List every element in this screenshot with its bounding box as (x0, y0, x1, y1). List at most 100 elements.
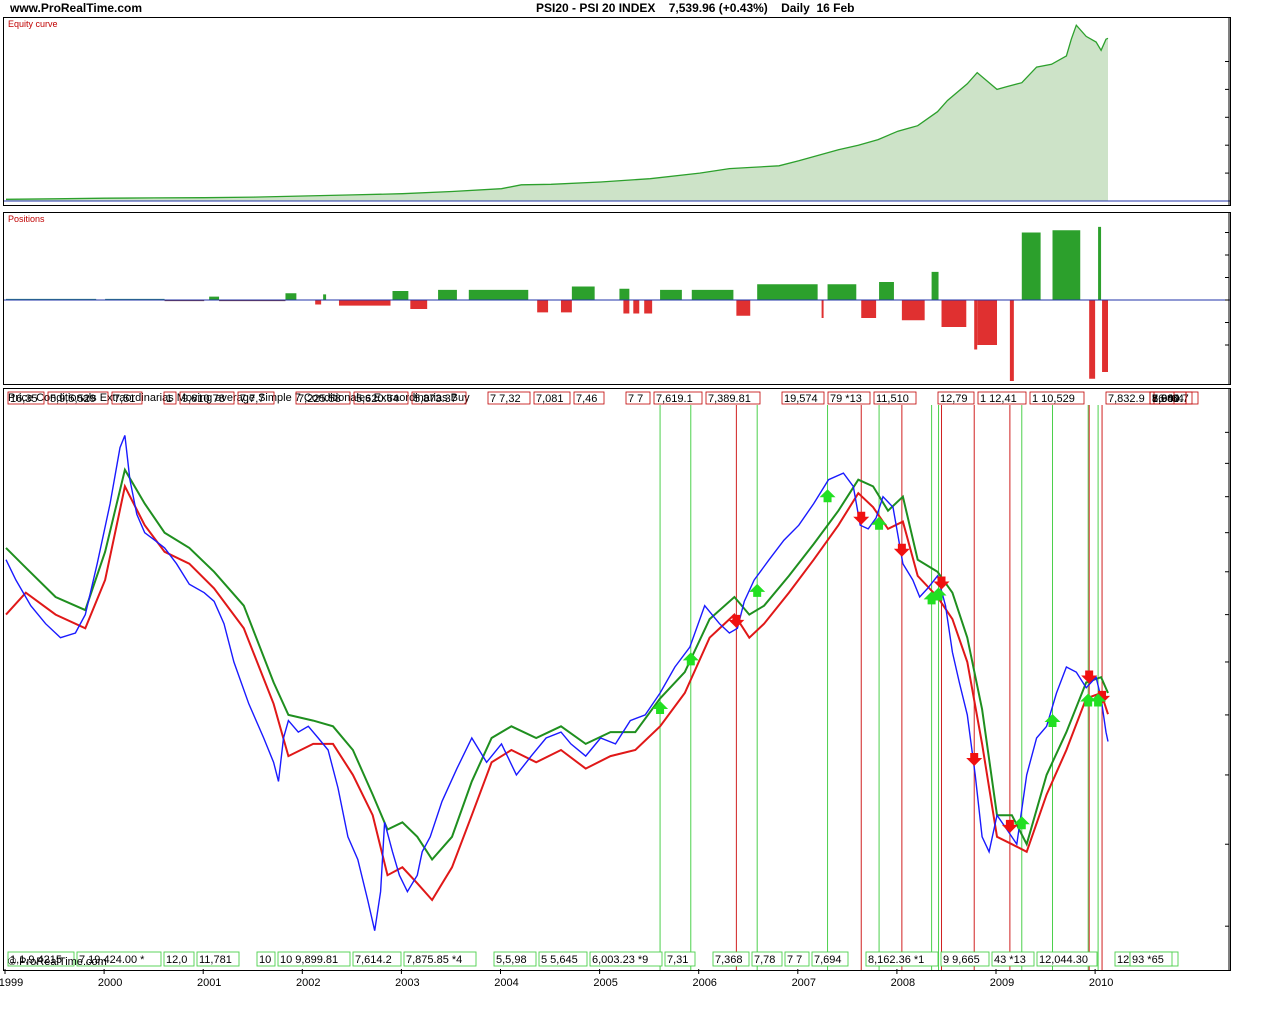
top-strip-cell-box (295, 391, 351, 405)
position-bar (285, 293, 297, 300)
position-bar (821, 300, 824, 318)
buy-arrow-icon (682, 652, 699, 666)
top-strip-cell: 16 *64 (1152, 393, 1184, 405)
equity-curve-panel[interactable]: Equity curve 50,000 100,000 150,000 200,000… (3, 17, 1231, 206)
top-strip-cell-box (179, 391, 235, 405)
position-bar (879, 282, 894, 300)
position-bar (6, 298, 97, 300)
bottom-strip-cell-box (352, 951, 402, 967)
top-strip-cell-box (625, 391, 651, 405)
site-link[interactable]: www.ProRealTime.com (10, 1, 143, 15)
top-strip-cell-box (653, 391, 703, 405)
bottom-strip-cell-box (664, 951, 696, 967)
positions-panel[interactable]: Positions 60 40 20 0 -20 -40 -64 (3, 212, 1231, 385)
bottom-strip-cell-box (403, 951, 477, 967)
bottom-strip-cell: 5 5,645 (541, 954, 578, 966)
top-strip-cell-box (487, 391, 531, 405)
position-bar (941, 300, 967, 327)
top-strip-cell: 8,040 (1152, 393, 1180, 405)
bottom-strip-cell: 43 *13 (994, 954, 1026, 966)
top-strip-cell: 1 12,41 (980, 393, 1017, 405)
buy-arrow-icon (871, 516, 888, 530)
bottom-strip-cell: 5,5,98 (496, 954, 527, 966)
instrument-title: PSI20 - PSI 20 INDEX 7,539.96 (+0.43%) D… (536, 1, 855, 15)
date-tick-label: 2002 (296, 977, 320, 989)
bottom-strip-cell: 7,368 (715, 954, 743, 966)
sell-arrow-icon (853, 511, 870, 525)
bottom-strip-cell-box (940, 951, 990, 967)
top-strip-cell: 5,9,5,529 (50, 393, 96, 405)
bottom-strip-cell-box (784, 951, 810, 967)
top-strip-cell-box (163, 391, 177, 405)
position-bar (977, 300, 998, 345)
buy-arrow-icon (749, 583, 766, 597)
top-strip-bg (4, 391, 1228, 405)
equity-line (5, 23, 1109, 200)
bottom-strip-cell: 7,78 (754, 954, 775, 966)
top-strip-cell-box (1029, 391, 1085, 405)
sell-arrow-icon (1081, 670, 1098, 684)
buy-arrow-icon (923, 591, 940, 605)
position-bar (633, 300, 640, 314)
bottom-strip-cell: 7,19,424.00 * (79, 954, 145, 966)
date-tick-label: 2010 (1089, 977, 1113, 989)
buy-arrow-icon (1044, 714, 1061, 728)
date-tick-label: 2004 (494, 977, 518, 989)
positions-panel-label: Positions (8, 214, 45, 224)
top-strip-cell: 9,610.78 (182, 393, 225, 405)
top-strip-cell: 8 8 (1152, 393, 1167, 405)
top-strip-cell: 7,080.7 (1152, 393, 1189, 405)
title-bar: www.ProRealTime.com PSI20 - PSI 20 INDEX… (0, 0, 1280, 17)
buy-arrow-icon (1090, 693, 1107, 707)
bottom-strip-cell-box (493, 951, 537, 967)
bottom-strip-cell-box (538, 951, 588, 967)
buy-arrow-icon (652, 700, 669, 714)
position-bar (974, 300, 978, 350)
top-strip-cell-box (705, 391, 761, 405)
top-strip-legend: Price Conditionals Extraordinarias Movin… (8, 392, 470, 404)
bottom-strip-cell-box (991, 951, 1035, 967)
date-tick-label: 2005 (593, 977, 617, 989)
top-strip-cell: 7,081 (536, 393, 564, 405)
bottom-strip-cell-box (7, 951, 75, 967)
position-bar (757, 284, 818, 300)
top-strip-cell-box (937, 391, 975, 405)
top-strip-cell-box (111, 391, 143, 405)
bottom-strip-cell-box (163, 951, 195, 967)
bottom-strip-cell: 10 (259, 954, 271, 966)
position-bar (1102, 300, 1108, 372)
bottom-strip-cell: 10 9,899.81 (280, 954, 338, 966)
bottom-strip-cell: 93 *65 (1132, 954, 1164, 966)
date-tick-label: 2006 (692, 977, 716, 989)
position-bar (931, 271, 939, 300)
bottom-strip-cell: 7 7 (787, 954, 802, 966)
position-bar (105, 298, 165, 300)
bottom-strip-cell: 12,044.30 (1039, 954, 1088, 966)
top-strip-cell-box (1105, 391, 1155, 405)
equity-area (6, 25, 1108, 202)
top-strip-cell: 16,35 (10, 393, 38, 405)
bottom-strip-cell-box (196, 951, 240, 967)
bottom-strip-cell: 7,694 (814, 954, 842, 966)
buy-arrow-icon (819, 489, 836, 503)
top-strip-cell-box (353, 391, 409, 405)
buy-arrow-icon (1080, 693, 1097, 707)
bottom-strip-cell-box (865, 951, 939, 967)
position-bar (164, 300, 205, 302)
top-strip-cell: 5,620.64 (356, 393, 399, 405)
position-bar (438, 289, 457, 300)
position-bar (1089, 300, 1096, 379)
price-panel[interactable]: Price Conditionals Extraordinarias Movin… (3, 388, 1231, 971)
position-bar (315, 300, 322, 305)
top-strip-cell: 7,225.58 (298, 393, 341, 405)
equity-curve-chart: 50,000100,000150,000200,000250,000291,58… (4, 18, 1230, 205)
position-bar (410, 300, 428, 309)
top-strip-cell: 7,832.9 (1108, 393, 1145, 405)
top-strip-cell: 5,904 (1152, 393, 1180, 405)
position-bar (644, 300, 653, 314)
position-bar (468, 289, 529, 300)
date-tick-label: 2003 (395, 977, 419, 989)
bottom-strip-cell-box (1036, 951, 1098, 967)
equity-panel-label: Equity curve (8, 19, 58, 29)
